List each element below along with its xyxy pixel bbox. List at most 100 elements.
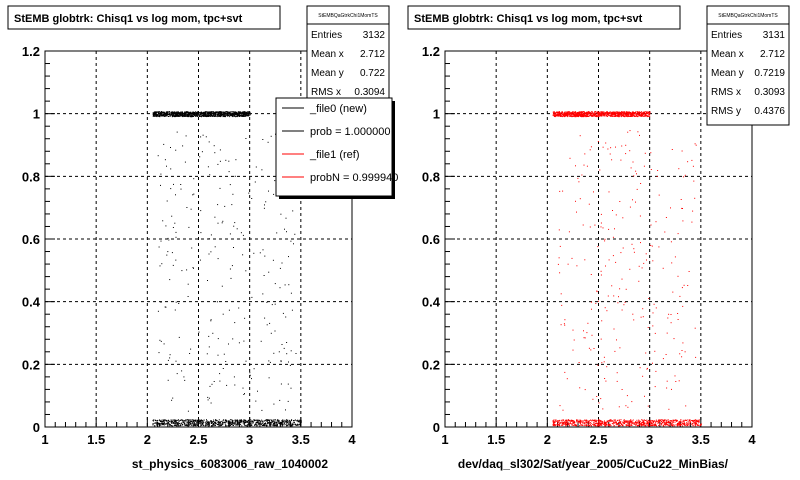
- data-point: [210, 423, 212, 424]
- data-point: [262, 238, 264, 240]
- data-point: [592, 419, 594, 421]
- data-point: [588, 423, 589, 425]
- data-point: [242, 422, 244, 424]
- data-point: [219, 160, 221, 162]
- data-point: [581, 114, 583, 116]
- data-point: [567, 421, 569, 423]
- data-point: [235, 159, 237, 161]
- data-point: [157, 310, 159, 312]
- data-point: [590, 422, 592, 424]
- data-point: [567, 111, 569, 113]
- data-point: [155, 115, 157, 116]
- data-point: [591, 111, 593, 113]
- data-point: [602, 146, 604, 148]
- y-tick-label: 0.6: [422, 232, 440, 247]
- data-point: [226, 421, 228, 423]
- data-point: [675, 419, 677, 421]
- data-point: [586, 419, 588, 421]
- data-point: [243, 111, 245, 113]
- data-point: [582, 116, 584, 118]
- data-point: [230, 423, 232, 425]
- data-point: [579, 198, 581, 200]
- x-tick-label: 3: [646, 432, 653, 447]
- data-point: [292, 422, 294, 424]
- data-point: [165, 114, 166, 116]
- data-point: [287, 419, 289, 421]
- data-point: [628, 112, 630, 114]
- data-point: [202, 114, 204, 116]
- data-point: [640, 183, 642, 184]
- data-point: [606, 366, 608, 368]
- data-point: [598, 300, 599, 302]
- data-point: [615, 112, 617, 114]
- data-point: [695, 144, 697, 146]
- data-point: [245, 420, 247, 421]
- data-point: [590, 274, 592, 275]
- data-point: [679, 423, 681, 425]
- data-point: [684, 424, 685, 426]
- data-point: [159, 112, 161, 113]
- data-point: [671, 424, 673, 426]
- data-point: [227, 425, 229, 427]
- data-point: [281, 420, 283, 422]
- data-point: [275, 425, 277, 427]
- data-point: [234, 423, 236, 425]
- data-point: [608, 425, 610, 427]
- chart-title: StEMB globtrk: Chisq1 vs log mom, tpc+sv…: [14, 13, 243, 25]
- data-point: [287, 422, 289, 424]
- data-point: [687, 423, 689, 425]
- data-point: [671, 424, 673, 426]
- data-point: [637, 425, 639, 426]
- data-point: [208, 115, 210, 117]
- data-point: [268, 360, 270, 362]
- data-point: [647, 420, 649, 422]
- data-point: [224, 112, 226, 114]
- data-point: [600, 114, 602, 116]
- data-point: [696, 424, 698, 426]
- data-point: [164, 419, 166, 421]
- data-point: [588, 347, 590, 349]
- data-point: [632, 419, 634, 421]
- data-point: [294, 423, 296, 425]
- data-point: [241, 115, 243, 117]
- data-point: [664, 420, 666, 422]
- data-point: [598, 422, 600, 424]
- data-point: [292, 424, 294, 426]
- data-point: [610, 420, 612, 422]
- data-point: [577, 420, 579, 422]
- data-point: [604, 420, 605, 422]
- data-point: [203, 419, 205, 421]
- data-point: [276, 420, 278, 422]
- data-point: [655, 423, 656, 425]
- data-point: [234, 421, 236, 423]
- data-point: [632, 115, 633, 117]
- data-point: [217, 115, 219, 117]
- data-point: [186, 114, 188, 115]
- data-point: [185, 424, 187, 426]
- data-point: [618, 114, 620, 116]
- data-point: [667, 422, 669, 424]
- data-point: [184, 423, 186, 425]
- data-point: [175, 423, 177, 425]
- data-point: [241, 114, 243, 116]
- x-tick-label: 1.5: [487, 432, 505, 447]
- data-point: [173, 112, 175, 114]
- data-point: [168, 239, 170, 241]
- data-point: [283, 347, 285, 349]
- data-point: [239, 115, 240, 116]
- data-point: [554, 112, 556, 114]
- data-point: [569, 115, 571, 117]
- data-point: [648, 425, 650, 427]
- data-point: [231, 111, 233, 113]
- data-point: [163, 420, 165, 422]
- data-point: [579, 419, 581, 421]
- data-point: [612, 255, 614, 257]
- data-point: [211, 114, 213, 116]
- data-point: [655, 370, 657, 372]
- data-point: [270, 424, 272, 426]
- data-point: [638, 113, 640, 115]
- data-point: [674, 419, 676, 421]
- data-point: [558, 114, 560, 116]
- data-point: [156, 422, 158, 424]
- data-point: [234, 112, 236, 114]
